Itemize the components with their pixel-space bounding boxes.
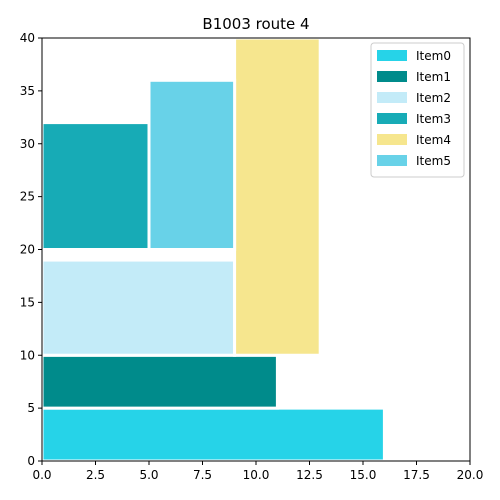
x-tick-label: 12.5	[296, 468, 323, 482]
y-tick-label: 10	[20, 348, 35, 362]
legend-label-item3: Item3	[416, 112, 451, 126]
x-tick-label: 7.5	[193, 468, 212, 482]
bars-group	[40, 36, 386, 463]
legend-swatch-item5	[377, 155, 407, 166]
bar-item0	[40, 406, 386, 463]
y-tick-label: 25	[20, 190, 35, 204]
x-axis: 0.0 2.5 5.0 7.5 10.0 12.5 15.0 17.5 20.0	[32, 461, 483, 482]
y-tick-label: 35	[20, 84, 35, 98]
legend: Item0 Item1 Item2 Item3 Item4 Item5	[370, 42, 465, 178]
x-tick-label: 2.5	[86, 468, 105, 482]
bar-item3	[40, 121, 151, 251]
y-tick-label: 5	[27, 401, 35, 415]
legend-swatch-item4	[377, 134, 407, 145]
legend-swatch-item1	[377, 71, 407, 82]
y-tick-label: 30	[20, 137, 35, 151]
bar-item5	[147, 78, 237, 251]
legend-label-item5: Item5	[416, 154, 451, 168]
y-tick-label: 0	[27, 454, 35, 468]
y-axis: 0 5 10 15 20 25 30 35 40	[20, 31, 42, 468]
x-tick-label: 15.0	[350, 468, 377, 482]
y-tick-label: 20	[20, 243, 35, 257]
x-tick-label: 10.0	[243, 468, 270, 482]
legend-swatch-item0	[377, 50, 407, 61]
legend-label-item4: Item4	[416, 133, 451, 147]
bar-item4	[233, 36, 322, 357]
bar-item1	[40, 353, 279, 410]
x-tick-label: 0.0	[32, 468, 51, 482]
chart-title: B1003 route 4	[202, 15, 309, 33]
legend-label-item0: Item0	[416, 49, 451, 63]
x-tick-label: 20.0	[457, 468, 484, 482]
x-tick-label: 5.0	[139, 468, 158, 482]
x-tick-label: 17.5	[403, 468, 430, 482]
y-tick-label: 40	[20, 31, 35, 45]
legend-label-item1: Item1	[416, 70, 451, 84]
legend-swatch-item2	[377, 92, 407, 103]
legend-label-item2: Item2	[416, 91, 451, 105]
legend-swatch-item3	[377, 113, 407, 124]
bar-item2	[40, 258, 237, 357]
y-tick-label: 15	[20, 295, 35, 309]
